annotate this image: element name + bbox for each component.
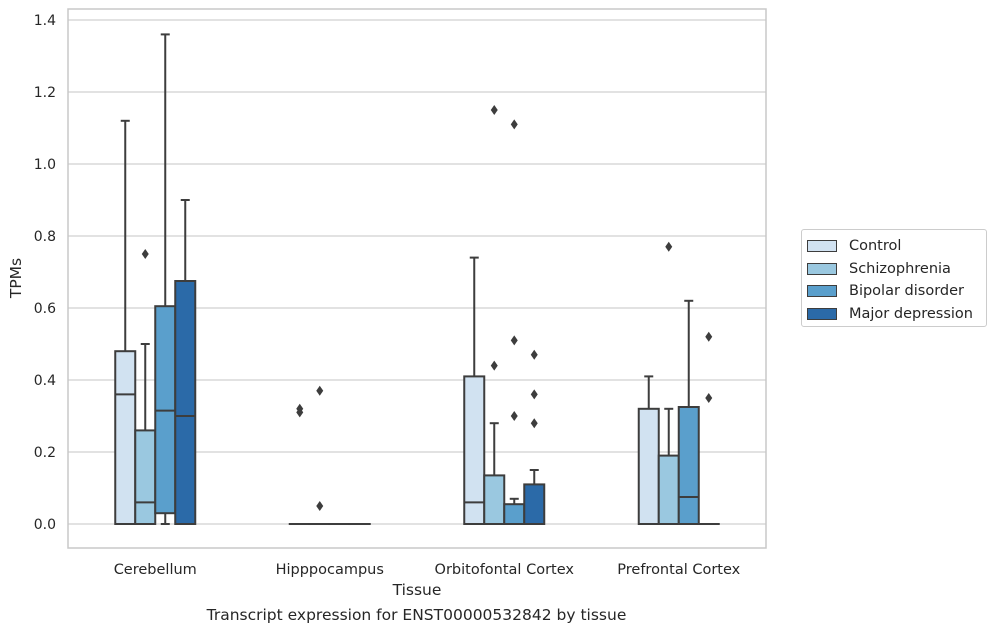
y-tick-label: 0.8 <box>34 229 56 245</box>
outlier-point <box>510 411 518 421</box>
legend-swatch <box>807 285 837 298</box>
outlier-point <box>705 331 713 342</box>
box <box>483 474 506 525</box>
plot-frame <box>67 8 767 549</box>
box <box>637 407 660 525</box>
outlier-point <box>530 349 538 360</box>
y-tick-label: 0.2 <box>34 445 56 461</box>
y-tick-label: 1.0 <box>34 157 56 173</box>
x-tick-label: Hipppocampus <box>276 562 384 578</box>
y-axis-label: TPMs <box>7 258 25 299</box>
box <box>114 350 137 526</box>
x-tick-label: Cerebellum <box>114 562 197 578</box>
figure-caption: Transcript expression for ENST0000053284… <box>206 606 627 624</box>
outlier-point <box>296 403 304 414</box>
box <box>463 375 486 525</box>
outlier-point <box>705 393 713 403</box>
legend-label: Control <box>849 238 902 255</box>
outlier-point <box>316 385 324 396</box>
legend-item-bipolar-disorder: Bipolar disorder <box>807 280 986 303</box>
legend-swatch <box>807 240 837 253</box>
legend-swatch <box>807 307 837 320</box>
legend: Control Schizophrenia Bipolar disorder M… <box>801 229 987 327</box>
box <box>657 454 680 526</box>
box <box>174 280 197 525</box>
outlier-point <box>490 105 498 115</box>
y-tick-label: 1.4 <box>34 13 56 29</box>
x-tick-label: Orbitofontal Cortex <box>435 562 575 578</box>
outlier-point <box>510 119 518 130</box>
legend-swatch <box>807 262 837 275</box>
outlier-point <box>141 249 149 259</box>
y-tick-label: 1.2 <box>34 85 56 101</box>
x-axis-label: Tissue <box>392 581 442 599</box>
legend-item-schizophrenia: Schizophrenia <box>807 258 986 281</box>
box <box>503 503 526 526</box>
outlier-point <box>510 335 518 346</box>
y-tick-label: 0.6 <box>34 301 56 317</box>
outlier-point <box>316 501 324 511</box>
legend-label: Major depression <box>849 305 973 322</box>
y-tick-label: 0.0 <box>34 517 56 533</box>
legend-item-control: Control <box>807 235 986 258</box>
outlier-point <box>490 360 498 371</box>
x-tick-label: Prefrontal Cortex <box>617 562 740 578</box>
box <box>523 483 546 525</box>
outlier-point <box>530 389 538 400</box>
legend-label: Bipolar disorder <box>849 283 964 300</box>
outlier-point <box>530 418 538 429</box>
y-tick-label: 0.4 <box>34 373 56 389</box>
box <box>134 429 157 525</box>
outlier-point <box>665 241 673 252</box>
legend-label: Schizophrenia <box>849 260 951 277</box>
box <box>677 406 700 525</box>
legend-item-major-depression: Major depression <box>807 303 986 326</box>
